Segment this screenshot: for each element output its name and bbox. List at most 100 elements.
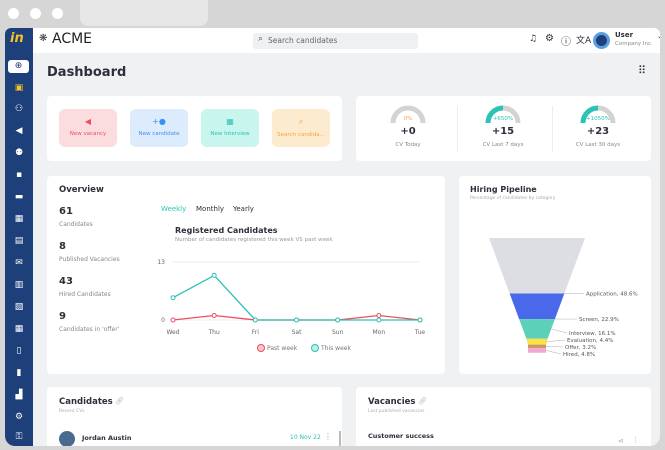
candidates-card: Candidates 🔗︎ Recent CVs Jordan Austin 1… — [47, 387, 342, 446]
x-tick-label: Tue — [414, 329, 426, 336]
document-icon[interactable]: ▧ — [14, 302, 24, 312]
candidate-search-icon[interactable]: ⚇ — [14, 104, 24, 114]
link-icon[interactable]: 🔗︎ — [115, 397, 124, 405]
user-company: Company Inc. — [615, 41, 653, 47]
gear-icon[interactable]: ⚙ — [545, 33, 554, 44]
id-card-icon[interactable]: ▤ — [14, 236, 24, 246]
funnel-segment-application[interactable] — [489, 238, 585, 294]
overview-stat-value: 9 — [59, 311, 66, 322]
y-tick-label: 13 — [157, 259, 165, 266]
megaphone-icon[interactable]: ◀ — [15, 126, 23, 136]
legend-label[interactable]: Past week — [267, 345, 298, 352]
overview-stat-label: Published Vacancies — [59, 256, 120, 263]
funnel-segment-hired[interactable] — [528, 348, 546, 353]
more-options-icon[interactable]: ⋮ — [324, 432, 332, 441]
legend-marker[interactable] — [311, 344, 319, 352]
chart-subtitle: Number of candidates registered this wee… — [175, 237, 333, 243]
overview-title: Overview — [59, 185, 104, 195]
scrollbar[interactable] — [339, 431, 341, 446]
funnel-label: Application, 48.6% — [586, 292, 638, 298]
pipeline-title: Hiring Pipeline — [470, 185, 537, 194]
window-dot — [8, 8, 19, 19]
x-tick-label: Sat — [292, 329, 302, 336]
calendar-icon[interactable]: ▦ — [14, 214, 24, 224]
data-point[interactable] — [211, 272, 217, 278]
calendar-check-icon[interactable]: ▦ — [14, 324, 24, 334]
quick-action-3[interactable]: ⌕ Search candida... — [272, 109, 330, 147]
data-point[interactable] — [211, 313, 217, 319]
quick-action-label: New Interview — [210, 131, 250, 137]
info-icon[interactable]: ⓘ — [561, 37, 571, 48]
user-settings-icon[interactable]: ⚙ — [14, 412, 24, 422]
quick-action-1[interactable]: +● New candidate — [130, 109, 188, 147]
vacancy-name[interactable]: Customer success — [368, 432, 434, 440]
quick-action-2[interactable]: ▦ New Interview — [201, 109, 259, 147]
vacancies-card: Vacancies 🔗︎ Last published vacancies Cu… — [356, 387, 651, 446]
gauge — [580, 105, 616, 124]
avatar[interactable] — [593, 32, 610, 49]
data-point[interactable] — [417, 317, 423, 323]
more-options-icon[interactable]: ⋮ — [632, 436, 639, 444]
vacancies-title: Vacancies — [368, 397, 416, 407]
cv-stat-label: CV Today — [395, 142, 421, 148]
candidate-avatar — [59, 431, 75, 446]
data-point[interactable] — [294, 317, 299, 323]
legend-marker[interactable] — [257, 344, 265, 352]
vacancies-subtitle: Last published vacancies — [368, 409, 425, 414]
bell-icon[interactable]: ♫ — [529, 34, 538, 44]
user-lock-icon[interactable]: ⚿ — [15, 432, 23, 442]
cv-stats-card: 0% +0 CV Today +650% +15 CV Last 7 days … — [356, 96, 651, 161]
data-point[interactable] — [252, 317, 258, 323]
sidebar-add-button[interactable]: ⊕ — [8, 60, 29, 73]
data-point[interactable] — [335, 317, 341, 323]
cv-stat: +1050% +23 CV Last 30 days — [558, 96, 638, 161]
series-line-this-week — [172, 274, 420, 321]
translate-icon[interactable]: 文A — [576, 36, 592, 46]
mail-icon[interactable]: ✉ — [15, 258, 23, 268]
users-icon[interactable]: ⚉ — [14, 148, 24, 158]
candidates-title: Candidates — [59, 397, 113, 407]
cv-stat-label: CV Last 7 days — [482, 142, 524, 148]
funnel-label: Interview, 16.1% — [569, 331, 616, 337]
chevron-down-icon[interactable]: ⌄ — [657, 33, 660, 40]
overview-stat-label: Hired Candidates — [59, 291, 111, 298]
browser-tab[interactable] — [80, 0, 208, 26]
dashboard-icon[interactable]: ▣ — [14, 83, 24, 93]
apps-grid-icon[interactable]: ⠿ — [638, 64, 646, 77]
candidate-name[interactable]: Jordan Austin — [82, 434, 132, 442]
report-icon[interactable]: ▮ — [16, 368, 22, 378]
funnel-segment-evaluation[interactable] — [526, 338, 548, 345]
link-icon[interactable]: 🔗︎ — [418, 397, 427, 405]
tab-monthly[interactable]: Monthly — [196, 205, 225, 213]
overview-stat-value: 43 — [59, 276, 73, 287]
file-icon[interactable]: ▯ — [16, 346, 22, 356]
funnel-label: Offer, 3.2% — [565, 345, 596, 351]
quick-action-label: New candidate — [138, 131, 180, 137]
briefcase-icon[interactable]: ▪ — [15, 170, 23, 180]
overview-stat-value: 61 — [59, 206, 73, 217]
overview-stat-label: Candidates — [59, 221, 93, 228]
truck-icon[interactable]: ▬ — [14, 192, 24, 202]
funnel-segment-offer[interactable] — [528, 344, 546, 349]
data-point[interactable] — [376, 313, 382, 319]
funnel-segment-screen[interactable] — [509, 293, 565, 320]
legend-label[interactable]: This week — [320, 345, 351, 352]
candidates-subtitle: Recent CVs — [59, 409, 85, 414]
data-point[interactable] — [170, 295, 176, 301]
quick-action-label: New vacancy — [69, 131, 107, 137]
tab-weekly[interactable]: Weekly — [161, 205, 187, 213]
inbox-icon[interactable]: ▥ — [14, 280, 24, 290]
share-icon[interactable]: ⋖ — [618, 437, 624, 445]
funnel-segment-interview[interactable] — [519, 319, 555, 339]
quick-action-0[interactable]: ◀ New vacancy — [59, 109, 117, 147]
add-user-icon: +● — [152, 117, 166, 126]
search-input[interactable]: ⌕ Search candidates — [253, 33, 418, 49]
x-tick-label: Mon — [373, 329, 386, 336]
data-point[interactable] — [170, 317, 176, 323]
chart-icon[interactable]: ▟ — [15, 390, 23, 400]
data-point[interactable] — [376, 317, 382, 323]
cv-stat-label: CV Last 30 days — [575, 142, 621, 148]
funnel-leader-line — [545, 350, 562, 355]
tab-yearly[interactable]: Yearly — [233, 205, 254, 213]
